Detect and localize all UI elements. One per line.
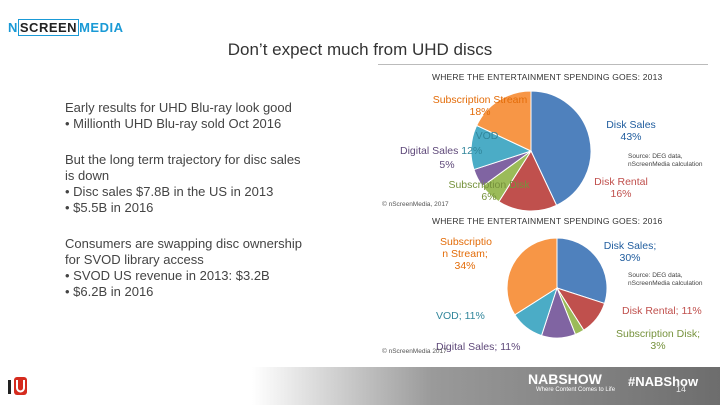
- nscreenmedia-logo: N SCREEN MEDIA: [8, 19, 124, 36]
- source-note-2016: Source: DEG data, nScreenMedia calculati…: [628, 272, 703, 287]
- footer-band: [0, 367, 720, 405]
- pie-slice-disk-rental: [498, 149, 558, 212]
- label-subscription-stream-2016: Subscriptio n Stream; 34%: [440, 236, 492, 272]
- copyright-2016: © nScreenMedia 2017: [382, 348, 447, 355]
- pie-slice-subscription-stream: [506, 237, 558, 316]
- label-vod-2013: VOD: [475, 130, 499, 142]
- divider-line: [378, 64, 708, 65]
- pie-slice-subscription-stream: [476, 90, 532, 152]
- chart-2013-title: WHERE THE ENTERTAINMENT SPENDING GOES: 2…: [432, 72, 663, 82]
- nabshow-tagline: Where Content Comes to Life: [536, 387, 616, 393]
- label-vod-2016: VOD; 11%: [436, 310, 485, 322]
- paragraph-disc-trajectory: But the long term trajectory for disc sa…: [65, 152, 301, 215]
- label-disk-sales-2013: Disk Sales 43%: [606, 119, 656, 143]
- pie-chart-2016: [506, 237, 608, 339]
- label-digital-pct-2013: 5%: [439, 159, 455, 171]
- page-number: 14: [676, 384, 687, 394]
- chart-2016-title: WHERE THE ENTERTAINMENT SPENDING GOES: 2…: [432, 216, 663, 226]
- label-subscription-disk-2013: Subscription Disk 6%: [448, 179, 530, 203]
- label-subscription-disk-2016: Subscription Disk; 3%: [615, 328, 701, 352]
- source-note-2013: Source: DEG data, nScreenMedia calculati…: [628, 153, 703, 168]
- copyright-2013: © nScreenMedia, 2017: [382, 201, 449, 208]
- paragraph-svod: Consumers are swapping disc ownership fo…: [65, 236, 303, 299]
- slide-title: Don’t expect much from UHD discs: [227, 40, 493, 59]
- label-disk-rental-2016: Disk Rental; 11%: [622, 305, 702, 317]
- pie-chart-2013: [470, 90, 592, 212]
- paragraph-uhd: Early results for UHD Blu-ray look good …: [65, 100, 292, 131]
- left-text-column: Early results for UHD Blu-ray look good …: [65, 100, 365, 320]
- label-digital-sales-2013: Digital Sales 12%: [400, 145, 483, 157]
- pie-slice-disk-sales: [530, 90, 592, 206]
- hashtag: #NABShow: [628, 374, 699, 389]
- nabshow-logo: NABSHOW: [528, 371, 602, 387]
- label-digital-sales-2016: Digital Sales; 11%: [436, 341, 521, 353]
- label-disk-sales-2016: Disk Sales; 30%: [603, 240, 657, 264]
- label-subscription-stream-2013: Subscription Stream 18%: [432, 94, 528, 118]
- iu-logo-icon: [8, 377, 27, 395]
- pie-slice-disk-sales: [556, 237, 608, 305]
- label-disk-rental-2013: Disk Rental 16%: [594, 176, 648, 200]
